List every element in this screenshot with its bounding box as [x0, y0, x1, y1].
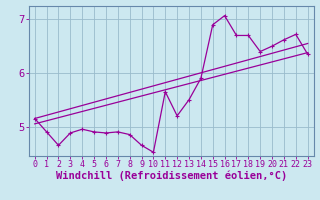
X-axis label: Windchill (Refroidissement éolien,°C): Windchill (Refroidissement éolien,°C): [56, 171, 287, 181]
